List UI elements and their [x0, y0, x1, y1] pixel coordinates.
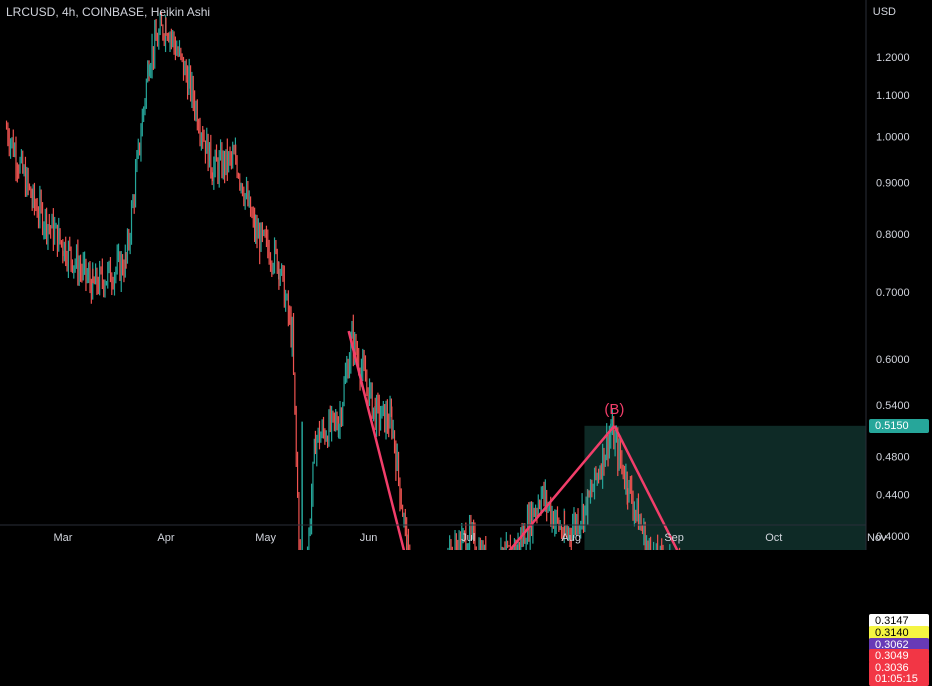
- y-tick-label: 1.0000: [876, 131, 910, 143]
- y-tick-label: 0.4800: [876, 452, 910, 464]
- wave-line: [613, 425, 679, 550]
- price-badge: 0.5150: [869, 418, 929, 433]
- price-axis-bg: [866, 0, 932, 550]
- candles: [5, 11, 681, 550]
- y-tick-label: 1.2000: [876, 52, 910, 64]
- currency-label: USD: [872, 6, 896, 18]
- y-tick-label: 0.8000: [876, 229, 910, 241]
- x-tick-label: Oct: [765, 532, 782, 544]
- x-tick-label: Nov: [867, 532, 887, 544]
- y-tick-label: 0.9000: [876, 177, 910, 189]
- x-tick-label: Apr: [157, 532, 174, 544]
- y-tick-label: 1.1000: [876, 90, 910, 102]
- x-tick-label: Sep: [664, 532, 684, 544]
- target-zone: [584, 425, 874, 550]
- x-tick-label: Mar: [54, 532, 73, 544]
- wave-label: (B): [604, 401, 624, 418]
- chart-title: LRCUSD, 4h, COINBASE, Heikin Ashi: [6, 5, 211, 19]
- price-chart[interactable]: (A)(B)(C)1.20001.10001.00000.90000.80000…: [0, 0, 932, 550]
- y-tick-label: 0.5400: [876, 400, 910, 412]
- price-badge: 01:05:15: [869, 672, 929, 686]
- x-tick-label: May: [255, 532, 276, 544]
- x-tick-label: Jun: [360, 532, 378, 544]
- y-tick-label: 0.7000: [876, 287, 910, 299]
- y-tick-label: 0.4400: [876, 489, 910, 501]
- wave-line: [508, 425, 616, 550]
- wave-line: [347, 330, 406, 550]
- x-tick-label: Jul: [461, 532, 475, 544]
- y-tick-label: 0.6000: [876, 354, 910, 366]
- x-tick-label: Aug: [561, 532, 581, 544]
- y-tick-label: 0.4000: [876, 531, 910, 543]
